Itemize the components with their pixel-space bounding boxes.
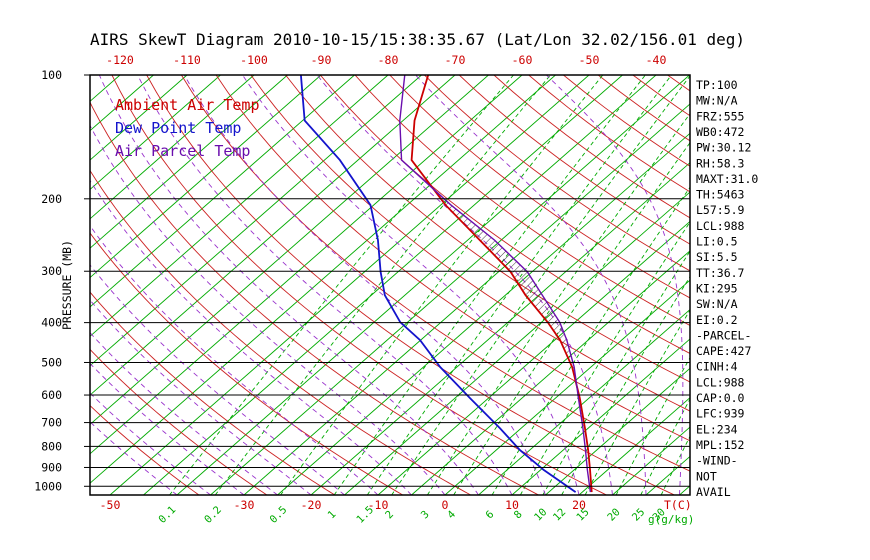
- top-axis-tick: -120: [106, 53, 134, 67]
- stat-line: -PARCEL-: [696, 328, 751, 342]
- pressure-tick: 100: [41, 68, 62, 82]
- mixing-ratio-tick: 25: [630, 506, 647, 523]
- stat-line: FRZ:555: [696, 109, 744, 123]
- stat-line: LI:0.5: [696, 235, 738, 249]
- stat-line: CINH:4: [696, 360, 738, 374]
- top-axis-tick: -110: [173, 53, 201, 67]
- pressure-tick: 700: [41, 416, 62, 430]
- stat-line: TT:36.7: [696, 266, 745, 280]
- stat-line: TP:100: [696, 78, 738, 92]
- stat-line: -WIND-: [696, 454, 738, 468]
- mixing-ratio-tick: 10: [532, 506, 549, 523]
- stat-line: TH:5463: [696, 188, 745, 202]
- mixing-ratio-tick: 4: [445, 508, 458, 521]
- stat-line: LFC:939: [696, 407, 745, 421]
- chart-title: AIRS SkewT Diagram 2010-10-15/15:38:35.6…: [90, 30, 746, 49]
- pressure-tick: 400: [41, 316, 62, 330]
- bottom-temp-tick: -50: [100, 498, 121, 512]
- stat-line: PW:30.12: [696, 141, 751, 155]
- bottom-temp-tick: -30: [234, 498, 255, 512]
- pressure-tick: 500: [41, 355, 62, 369]
- bottom-temp-tick: 20: [572, 498, 586, 512]
- stat-line: LCL:988: [696, 375, 745, 389]
- legend-parcel: Air Parcel Temp: [115, 142, 250, 160]
- mixing-ratio-tick: 20: [605, 506, 622, 523]
- top-axis-tick: -90: [311, 53, 332, 67]
- stat-line: L57:5.9: [696, 203, 745, 217]
- stat-line: MAXT:31.0: [696, 172, 758, 186]
- mixing-ratio-tick: 6: [483, 508, 496, 521]
- stat-line: AVAIL: [696, 485, 731, 499]
- plot-border: [89, 74, 691, 496]
- pressure-tick: 900: [41, 460, 62, 474]
- stat-line: KI:295: [696, 281, 738, 295]
- legend-dewpoint: Dew Point Temp: [115, 119, 241, 137]
- dry-adiabat-lines: [90, 75, 690, 495]
- pressure-tick: 200: [41, 192, 62, 206]
- legend-temp: Ambient Air Temp: [115, 96, 260, 114]
- bottom-temp-tick: -10: [368, 498, 389, 512]
- top-axis-tick: -70: [445, 53, 466, 67]
- mixing-ratio-tick: 0.5: [268, 504, 290, 526]
- pressure-axis-title: PRESSURE (MB): [60, 240, 74, 330]
- top-axis-tick: -80: [378, 53, 399, 67]
- pressure-tick: 300: [41, 264, 62, 278]
- pressure-tick: 600: [41, 388, 62, 402]
- mixing-ratio-tick: 0.2: [202, 504, 224, 526]
- bottom-temp-tick: 0: [442, 498, 449, 512]
- stat-line: NOT: [696, 469, 717, 483]
- moist-adiabat-lines: [90, 75, 684, 495]
- pressure-tick: 1000: [34, 479, 62, 493]
- top-axis-tick: -50: [579, 53, 600, 67]
- mixing-ratio-tick: 2: [383, 508, 396, 521]
- top-axis-tick: -100: [240, 53, 268, 67]
- stat-line: MW:N/A: [696, 94, 738, 108]
- stat-line: EI:0.2: [696, 313, 738, 327]
- top-axis-tick: -60: [512, 53, 533, 67]
- mixing-ratio-tick: 1: [325, 508, 338, 521]
- legend: Ambient Air Temp Dew Point Temp Air Parcel…: [115, 96, 260, 160]
- pressure-tick: 800: [41, 439, 62, 453]
- mixing-ratio-tick: 0.1: [156, 504, 178, 526]
- stat-line: EL:234: [696, 422, 738, 436]
- stat-line: CAPE:427: [696, 344, 751, 358]
- mixing-unit-label: g(g/kg): [648, 513, 694, 526]
- temp-unit-label: T(C): [664, 498, 692, 512]
- stat-line: SI:5.5: [696, 250, 738, 264]
- mixing-ratio-lines: [169, 75, 690, 495]
- bottom-temp-tick: -20: [301, 498, 322, 512]
- mixing-ratio-tick: 12: [551, 506, 568, 523]
- stat-line: SW:N/A: [696, 297, 738, 311]
- stat-line: RH:58.3: [696, 156, 745, 170]
- mixing-ratio-tick: 3: [419, 508, 432, 521]
- stat-line: LCL:988: [696, 219, 745, 233]
- bottom-temp-tick: 10: [505, 498, 519, 512]
- top-axis-tick: -40: [646, 53, 667, 67]
- stat-line: CAP:0.0: [696, 391, 745, 405]
- stat-line: WB0:472: [696, 125, 744, 139]
- stat-line: MPL:152: [696, 438, 744, 452]
